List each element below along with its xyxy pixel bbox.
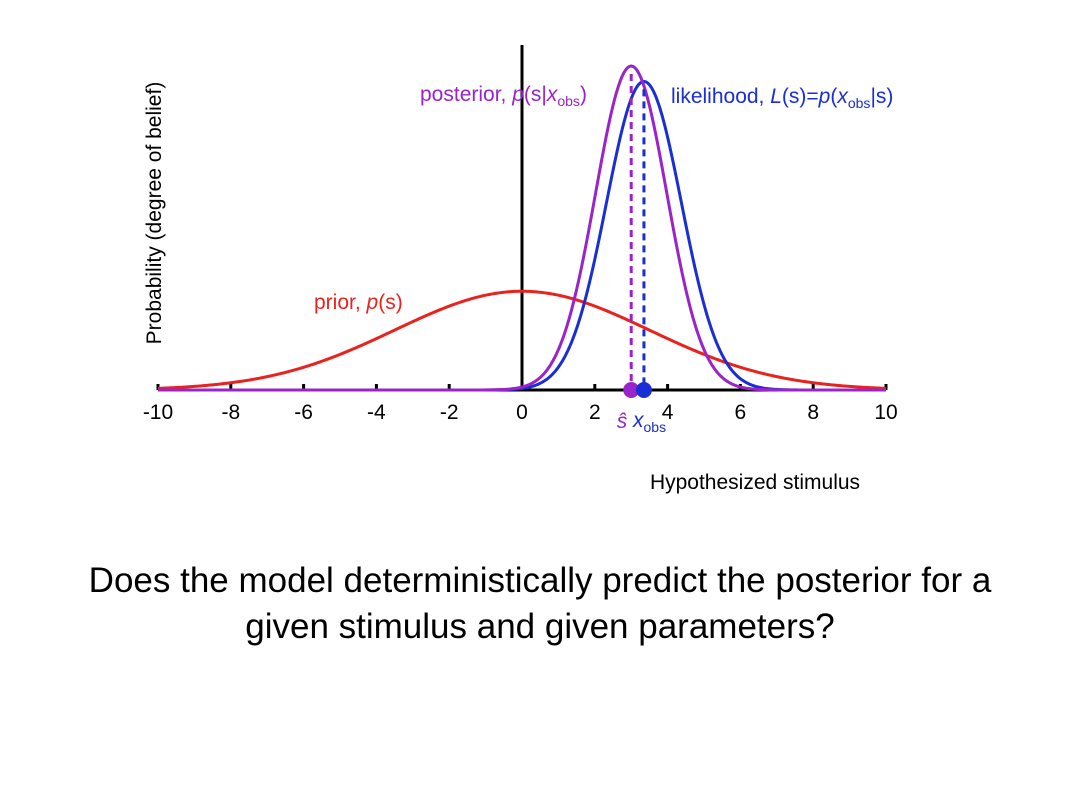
x-tick-label: -6 — [294, 401, 313, 424]
x-tick-label: 10 — [874, 401, 897, 424]
x-tick-label: 6 — [735, 401, 747, 424]
x-tick-label: 4 — [662, 401, 674, 424]
posterior-curve — [158, 64, 886, 392]
s-hat-label: ŝ — [617, 410, 628, 433]
curves — [157, 64, 887, 392]
estimate-guides — [623, 74, 652, 398]
x-tick-label: -8 — [221, 401, 240, 424]
x-tick-labels: -10 -8 -6 -4 -2 0 2 4 6 8 10 — [143, 401, 898, 424]
x-tick-label: 0 — [516, 401, 528, 424]
x-tick-label: -4 — [367, 401, 386, 424]
x-tick-label: -10 — [143, 401, 173, 424]
caption-line-2: given stimulus and given parameters? — [245, 607, 835, 646]
x-obs-marker — [635, 382, 652, 398]
x-axis-title: Hypothesized stimulus — [650, 471, 860, 494]
y-axis-title: Probability (degree of belief) — [143, 82, 166, 345]
x-tick-label: -2 — [440, 401, 459, 424]
prior-label: prior, p(s) — [314, 291, 403, 314]
x-tick-label: 2 — [589, 401, 601, 424]
s-hat-marker — [623, 382, 640, 398]
posterior-label: posterior, p(s|xobs) — [420, 83, 587, 109]
bayes-chart: -10 -8 -6 -4 -2 0 2 4 6 8 10 Probability (degree o… — [143, 45, 898, 494]
x-obs-label: xobs — [632, 409, 666, 435]
prior-curve — [157, 289, 887, 390]
likelihood-label: likelihood, L(s)=p(xobs|s) — [671, 85, 893, 111]
x-tick-label: 8 — [807, 401, 819, 424]
caption-line-1: Does the model deterministically predict… — [88, 561, 992, 600]
